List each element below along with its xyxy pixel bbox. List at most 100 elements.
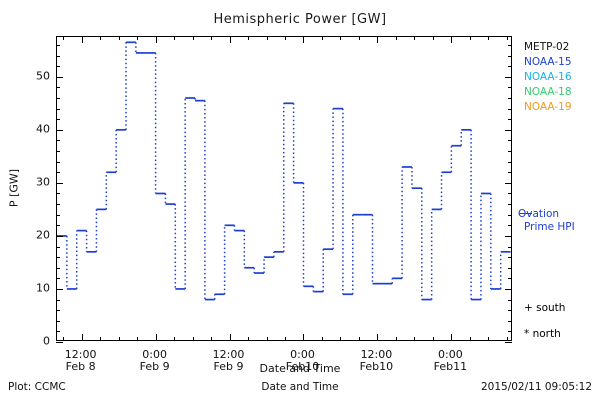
x-tick: [432, 337, 434, 341]
x-tick-top: [451, 36, 453, 43]
x-tick: [451, 334, 453, 341]
y-tick: [505, 342, 512, 343]
y-tick-label: 0: [43, 334, 50, 348]
y-tick: [508, 331, 512, 333]
x-tick-date: Feb10: [359, 360, 394, 373]
x-tick-top: [340, 36, 342, 40]
y-tick: [56, 44, 60, 46]
y-tick: [56, 288, 63, 290]
y-tick: [56, 257, 60, 259]
x-tick-top: [358, 36, 360, 40]
x-tick-top: [100, 36, 102, 40]
y-tick: [508, 140, 512, 142]
y-tick: [508, 161, 512, 163]
y-tick: [56, 225, 60, 227]
legend: METP-02 NOAA-15 NOAA-16 NOAA-18 NOAA-19: [524, 40, 600, 115]
legend-entry-noaa-18: NOAA-18: [524, 86, 572, 98]
y-tick: [56, 172, 60, 174]
y-tick: [56, 214, 60, 216]
x-tick: [63, 337, 65, 341]
y-tick: [56, 55, 60, 57]
x-tick: [174, 337, 176, 341]
symbol-legend-south: + south: [524, 302, 566, 314]
x-tick: [488, 337, 490, 341]
y-tick: [56, 98, 60, 99]
x-tick-time: 0:00: [142, 348, 167, 361]
x-tick-top: [174, 36, 176, 40]
footer-axis-caption: Date and Time: [261, 381, 339, 393]
y-tick: [508, 119, 512, 121]
y-tick: [56, 161, 60, 163]
y-tick: [508, 225, 512, 227]
y-tick: [56, 66, 60, 68]
symbol-legend-north: * north: [524, 328, 561, 340]
ovation-legend-line2: Prime HPI: [524, 221, 575, 233]
x-tick-top: [192, 36, 194, 40]
x-tick-top: [377, 36, 379, 43]
x-tick: [469, 337, 471, 341]
y-tick: [508, 193, 512, 195]
y-tick: [56, 151, 60, 153]
x-tick-top: [211, 36, 213, 40]
y-tick: [508, 66, 512, 68]
y-tick: [508, 108, 512, 110]
y-tick: [56, 342, 63, 343]
y-tick: [508, 310, 512, 312]
x-tick: [377, 334, 379, 341]
y-tick: [505, 235, 512, 237]
y-tick: [56, 204, 60, 206]
y-tick: [505, 182, 512, 184]
y-tick: [56, 331, 60, 333]
legend-entry-noaa-15: NOAA-15: [524, 56, 572, 68]
x-tick-top: [506, 36, 508, 40]
x-tick: [100, 337, 102, 341]
ovation-legend: Ovation Prime HPI: [518, 208, 600, 234]
y-tick: [56, 129, 63, 131]
x-tick-top: [137, 36, 139, 40]
y-tick: [56, 320, 60, 322]
x-tick-label: 12:00 Feb 8: [46, 349, 116, 373]
series-ovation-prime-hpi: [57, 41, 511, 301]
y-tick: [508, 204, 512, 206]
x-tick-date: Feb11: [433, 360, 468, 373]
y-tick: [56, 235, 63, 237]
plot-credit: Plot: CCMC: [8, 381, 66, 393]
data-plot: [57, 41, 511, 301]
x-tick-label: 0:00 Feb11: [415, 349, 485, 373]
y-tick: [56, 310, 60, 312]
y-tick: [508, 151, 512, 153]
y-tick: [508, 267, 512, 269]
x-tick-top: [395, 36, 397, 40]
y-tick: [508, 55, 512, 57]
y-tick: [508, 98, 512, 99]
legend-entry-noaa-16: NOAA-16: [524, 71, 572, 83]
y-tick: [56, 246, 60, 248]
x-tick: [211, 337, 213, 341]
x-tick-top: [285, 36, 286, 40]
x-tick-time: 0:00: [290, 348, 315, 361]
symbol-legend: + south * north: [524, 295, 565, 347]
y-tick: [508, 172, 512, 174]
y-tick-label: 20: [36, 228, 50, 242]
y-tick-label: 50: [36, 69, 50, 83]
x-tick-time: 0:00: [438, 348, 463, 361]
y-tick: [508, 320, 512, 322]
x-tick: [118, 337, 120, 341]
y-tick-label: 40: [36, 122, 50, 136]
y-tick: [508, 299, 512, 301]
x-tick: [266, 337, 268, 341]
x-tick-label: 0:00 Feb10: [267, 349, 337, 373]
x-tick-top: [488, 36, 490, 40]
x-tick-top: [266, 36, 268, 40]
x-tick: [395, 337, 397, 341]
x-tick-date: Feb10: [285, 360, 320, 373]
y-tick: [56, 140, 60, 142]
x-tick: [137, 337, 139, 341]
y-tick: [56, 267, 60, 269]
page-title: Hemispheric Power [GW]: [213, 12, 387, 27]
y-tick: [56, 119, 60, 121]
x-tick-top: [155, 36, 157, 43]
plot-area: [56, 36, 512, 343]
x-tick-top: [414, 36, 416, 40]
x-tick-top: [229, 36, 231, 43]
